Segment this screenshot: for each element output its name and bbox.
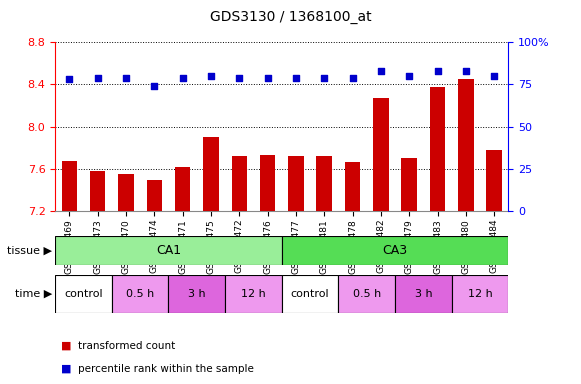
Point [121,74,131,81]
Point [348,74,357,81]
Text: percentile rank within the sample: percentile rank within the sample [78,364,254,374]
Text: 3 h: 3 h [415,289,432,299]
Bar [282,275,338,313]
Bar [260,155,275,211]
Text: 3 h: 3 h [188,289,206,299]
Point [93,74,102,81]
Bar [288,156,304,211]
Point [206,73,216,79]
Point [150,83,159,89]
Text: control: control [64,289,103,299]
Text: ■: ■ [61,341,71,351]
Point [433,68,442,74]
Text: ■: ■ [61,364,71,374]
Bar [486,150,502,211]
Point [291,74,300,81]
Point [461,68,471,74]
Text: 0.5 h: 0.5 h [126,289,155,299]
Bar [458,79,474,211]
Point [320,74,329,81]
Bar [203,137,219,211]
Text: transformed count: transformed count [78,341,175,351]
Bar [430,86,446,211]
Text: time ▶: time ▶ [15,289,52,299]
Point [376,68,386,74]
Point [235,74,244,81]
Bar [373,98,389,211]
Bar [345,162,360,211]
Bar [338,275,395,313]
Point [404,73,414,79]
Bar [112,275,168,313]
Bar [452,275,508,313]
Bar [168,275,225,313]
Point [178,74,187,81]
Point [490,73,499,79]
Bar [282,236,508,265]
Text: control: control [291,289,329,299]
Bar [395,275,452,313]
Bar [401,158,417,211]
Bar [90,171,106,211]
Bar [55,275,112,313]
Text: 0.5 h: 0.5 h [353,289,381,299]
Point [263,74,272,81]
Text: 12 h: 12 h [241,289,266,299]
Text: CA1: CA1 [156,244,181,257]
Bar [118,174,134,211]
Bar [231,156,247,211]
Bar [317,156,332,211]
Bar [146,179,162,211]
Bar [62,161,77,211]
Text: 12 h: 12 h [468,289,493,299]
Text: tissue ▶: tissue ▶ [8,245,52,256]
Bar [225,275,282,313]
Point [64,76,74,83]
Text: GDS3130 / 1368100_at: GDS3130 / 1368100_at [210,10,371,23]
Bar [55,236,282,265]
Bar [175,167,191,211]
Text: CA3: CA3 [382,244,408,257]
